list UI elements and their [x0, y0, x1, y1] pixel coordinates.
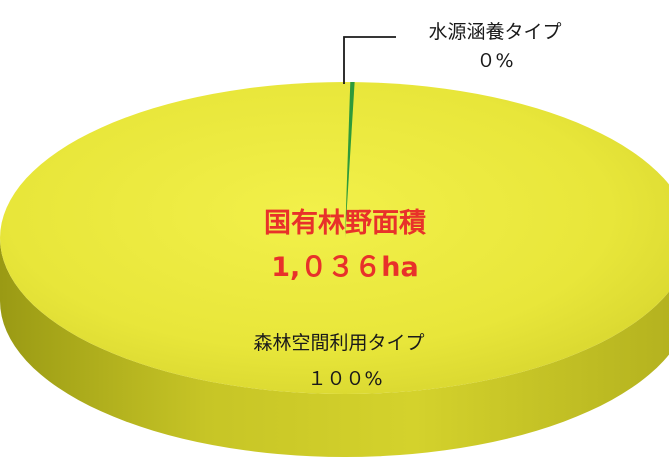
pie-side-wall — [0, 238, 669, 457]
slice-label-water-source: 水源涵養タイプ — [428, 21, 561, 43]
leader-line — [343, 36, 396, 84]
center-title: 国有林野面積 — [264, 208, 426, 239]
slice-label-forest-space: 森林空間利用タイプ — [253, 332, 424, 354]
pie-top-face — [0, 82, 669, 394]
center-value: 1,０３６ha — [271, 252, 419, 283]
slice-percent-water-source: ０% — [476, 50, 513, 72]
pie-slice-water-source — [345, 82, 355, 238]
slice-percent-forest-space: １００% — [307, 368, 382, 390]
